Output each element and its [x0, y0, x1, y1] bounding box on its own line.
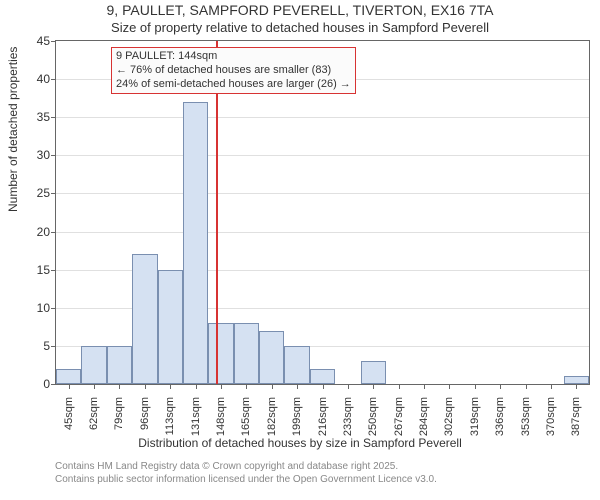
x-tick-mark [323, 384, 324, 389]
x-tick-mark [170, 384, 171, 389]
bar [310, 369, 335, 384]
y-tick-mark [51, 384, 56, 385]
annotation-line2: ← 76% of detached houses are smaller (83… [116, 64, 351, 78]
x-tick-mark [297, 384, 298, 389]
bar [259, 331, 284, 384]
y-tick-label: 40 [0, 72, 50, 86]
x-tick-mark [526, 384, 527, 389]
x-axis-label: Distribution of detached houses by size … [0, 436, 600, 450]
footer-line1: Contains HM Land Registry data © Crown c… [55, 460, 437, 473]
x-tick-mark [399, 384, 400, 389]
x-tick-mark [551, 384, 552, 389]
annotation-line3: 24% of semi-detached houses are larger (… [116, 78, 351, 92]
x-tick-mark [449, 384, 450, 389]
y-tick-mark [51, 193, 56, 194]
chart-title-line1: 9, PAULLET, SAMPFORD PEVERELL, TIVERTON,… [0, 2, 600, 18]
chart-title-line2: Size of property relative to detached ho… [0, 20, 600, 35]
bar [132, 254, 157, 384]
x-tick-mark [196, 384, 197, 389]
gridline [56, 155, 589, 156]
x-tick-mark [373, 384, 374, 389]
gridline [56, 193, 589, 194]
y-tick-mark [51, 232, 56, 233]
y-tick-mark [51, 270, 56, 271]
x-tick-mark [246, 384, 247, 389]
bar [107, 346, 132, 384]
bar [564, 376, 589, 384]
x-tick-mark [500, 384, 501, 389]
x-tick-mark [145, 384, 146, 389]
gridline [56, 117, 589, 118]
y-tick-mark [51, 308, 56, 309]
y-tick-mark [51, 41, 56, 42]
plot-area: 9 PAULLET: 144sqm ← 76% of detached hous… [55, 40, 590, 385]
chart-container: 9, PAULLET, SAMPFORD PEVERELL, TIVERTON,… [0, 0, 600, 500]
y-tick-label: 20 [0, 225, 50, 239]
y-tick-label: 0 [0, 377, 50, 391]
y-tick-mark [51, 346, 56, 347]
x-tick-mark [272, 384, 273, 389]
x-tick-mark [576, 384, 577, 389]
bar [208, 323, 233, 384]
gridline [56, 232, 589, 233]
annotation-line1: 9 PAULLET: 144sqm [116, 50, 351, 64]
footer-text: Contains HM Land Registry data © Crown c… [55, 460, 437, 486]
y-tick-label: 35 [0, 110, 50, 124]
bar [234, 323, 259, 384]
y-tick-label: 15 [0, 263, 50, 277]
x-tick-mark [475, 384, 476, 389]
y-tick-label: 25 [0, 186, 50, 200]
y-tick-label: 5 [0, 339, 50, 353]
footer-line2: Contains public sector information licen… [55, 473, 437, 486]
y-tick-mark [51, 79, 56, 80]
bar [158, 270, 183, 384]
x-tick-mark [221, 384, 222, 389]
y-tick-label: 30 [0, 148, 50, 162]
x-tick-mark [424, 384, 425, 389]
y-tick-label: 45 [0, 34, 50, 48]
x-tick-mark [94, 384, 95, 389]
x-tick-mark [69, 384, 70, 389]
bar [183, 102, 208, 384]
x-tick-mark [348, 384, 349, 389]
y-tick-label: 10 [0, 301, 50, 315]
bar [361, 361, 386, 384]
bar [81, 346, 106, 384]
bar [284, 346, 309, 384]
x-tick-mark [119, 384, 120, 389]
annotation-box: 9 PAULLET: 144sqm ← 76% of detached hous… [111, 47, 356, 94]
y-tick-mark [51, 117, 56, 118]
bar [56, 369, 81, 384]
y-tick-mark [51, 155, 56, 156]
